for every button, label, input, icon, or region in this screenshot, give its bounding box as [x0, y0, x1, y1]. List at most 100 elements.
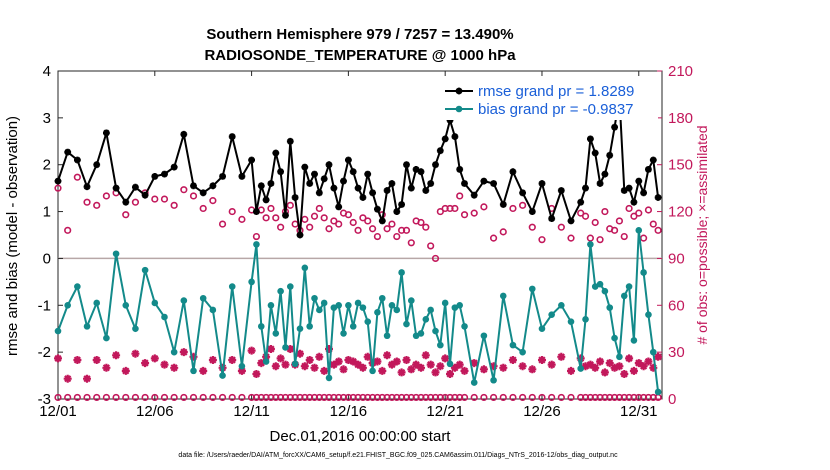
assimilated-obs-marker — [358, 363, 367, 372]
bias-point — [335, 301, 343, 309]
bias-point — [364, 318, 372, 325]
rmse-point — [364, 170, 372, 178]
assimilated-obs-marker — [349, 357, 358, 366]
rmse-point — [538, 180, 546, 187]
possible-obs-marker — [335, 220, 343, 228]
rmse-point — [345, 156, 352, 164]
assimilated-obs-marker — [54, 354, 62, 363]
assimilated-obs-marker — [446, 370, 454, 378]
rmse-point — [257, 182, 265, 190]
bias-point — [616, 353, 623, 361]
possible-obs-zero-marker — [54, 393, 62, 402]
rmse-point — [528, 208, 536, 215]
possible-obs-marker — [596, 236, 604, 244]
bias-point — [64, 301, 71, 309]
assimilated-obs-marker — [325, 345, 333, 353]
possible-obs-marker — [73, 173, 81, 181]
bias-point — [582, 316, 589, 323]
possible-obs-marker — [54, 184, 62, 192]
possible-obs-marker — [538, 236, 546, 244]
right-y-tick-label: 180 — [668, 110, 693, 127]
rmse-point — [103, 129, 110, 137]
bias-point — [306, 323, 313, 330]
bias-point — [253, 241, 260, 248]
assimilated-obs-marker — [455, 360, 464, 369]
rmse-point — [228, 133, 236, 140]
rmse-point — [190, 182, 197, 190]
bias-point — [320, 299, 328, 307]
possible-obs-marker — [654, 226, 662, 234]
possible-obs-marker — [252, 232, 261, 241]
rmse-point — [209, 182, 217, 190]
bias-point — [199, 294, 207, 302]
y-tick-label: -1 — [38, 297, 51, 314]
assimilated-obs-marker — [634, 359, 643, 368]
rmse-point — [320, 175, 328, 183]
possible-obs-zero-marker — [141, 393, 149, 402]
bias-point — [359, 304, 367, 311]
legend-bias-swatch-marker — [455, 105, 463, 113]
right-y-tick-label: 60 — [668, 297, 685, 314]
assimilated-obs-marker — [654, 352, 663, 361]
rmse-point — [291, 194, 299, 201]
possible-obs-zero-marker — [151, 393, 159, 402]
possible-obs-zero-marker — [131, 393, 140, 402]
possible-obs-marker — [591, 218, 599, 227]
possible-obs-marker — [325, 225, 333, 233]
possible-obs-marker — [359, 214, 367, 222]
assimilated-obs-marker — [596, 357, 605, 366]
assimilated-obs-marker — [392, 357, 401, 366]
possible-obs-marker — [306, 223, 314, 231]
assimilated-obs-marker — [228, 356, 237, 364]
possible-obs-marker — [238, 215, 246, 223]
possible-obs-marker — [601, 207, 609, 216]
rmse-point — [378, 217, 386, 225]
rmse-point — [446, 116, 454, 124]
bias-point — [538, 325, 546, 333]
bias-point — [620, 292, 628, 300]
possible-obs-marker — [122, 211, 130, 219]
assimilated-obs-marker — [92, 356, 101, 364]
bias-point — [316, 306, 323, 314]
rmse-point — [398, 201, 405, 208]
bias-point — [190, 367, 197, 375]
bias-point — [630, 337, 638, 344]
right-y-tick-label: 30 — [668, 344, 685, 361]
y-tick-label: 1 — [43, 204, 51, 221]
bias-point — [378, 294, 386, 302]
possible-obs-zero-marker — [93, 393, 101, 402]
assimilated-obs-marker — [339, 365, 348, 374]
possible-obs-marker — [422, 223, 430, 231]
possible-obs-marker — [349, 218, 357, 227]
rmse-point — [490, 180, 497, 187]
rmse-point — [436, 147, 444, 155]
bias-point — [209, 306, 217, 314]
possible-obs-marker — [83, 198, 91, 206]
rmse-point — [403, 161, 410, 169]
rmse-point — [54, 177, 62, 185]
bias-point — [422, 316, 430, 323]
y-tick-label: 4 — [43, 63, 51, 80]
assimilated-obs-marker — [489, 362, 498, 371]
bias-point — [282, 344, 289, 351]
possible-obs-zero-marker — [489, 393, 498, 402]
rmse-point — [649, 156, 657, 164]
rmse-point — [219, 173, 226, 180]
rmse-point — [141, 191, 149, 199]
possible-obs-marker — [640, 234, 648, 242]
rmse-point — [456, 166, 464, 173]
possible-obs-zero-marker — [73, 393, 81, 402]
rmse-point — [311, 170, 318, 178]
assimilated-obs-marker — [334, 357, 343, 366]
possible-obs-zero-marker — [499, 393, 507, 402]
x-tick-label: 12/21 — [426, 403, 464, 420]
bias-point — [417, 330, 425, 337]
possible-obs-marker — [456, 192, 464, 200]
bias-point — [456, 301, 463, 309]
right-y-tick-label: 120 — [668, 204, 693, 221]
rmse-point — [325, 161, 333, 169]
rmse-point — [519, 189, 526, 197]
rmse-point — [596, 180, 604, 187]
rmse-point — [499, 201, 507, 208]
rmse-point — [451, 133, 459, 140]
